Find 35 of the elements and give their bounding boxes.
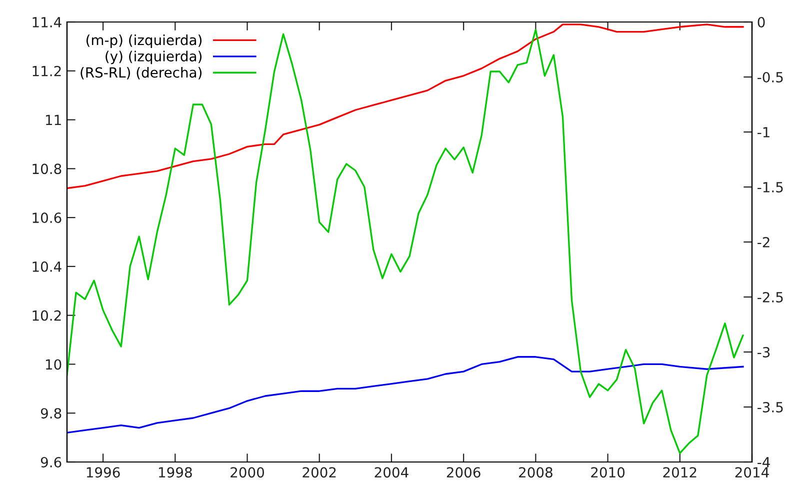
- x-tick-label: 2004: [374, 467, 408, 478]
- x-tick-label: 2014: [735, 467, 769, 478]
- x-tick-label: 2010: [591, 467, 625, 478]
- y2-tick-label: -1: [758, 127, 770, 138]
- y-tick-label: 9.6: [40, 456, 62, 468]
- x-tick-label: 2000: [230, 467, 264, 478]
- y2-tick-label: -0.5: [758, 72, 783, 82]
- y-tick-label: 11.4: [32, 17, 62, 28]
- legend-label: (RS-RL) (derecha): [80, 66, 202, 80]
- y-tick-label: 11.2: [32, 66, 61, 76]
- y-tick-label: 10: [46, 359, 62, 370]
- y2-tick-label: -1.5: [758, 182, 783, 192]
- legend-label: (y) (izquierda): [106, 50, 202, 64]
- y2-tick-label: -3.5: [758, 402, 783, 412]
- x-tick-label: 1998: [159, 467, 192, 478]
- x-tick-label: 1996: [86, 467, 120, 478]
- y2-tick-label: -4: [758, 457, 770, 468]
- line-series: [67, 24, 744, 190]
- x-tick-label: 2006: [446, 467, 480, 478]
- y2-tick-label: -2.5: [758, 292, 783, 302]
- y2-tick-label: 0: [758, 16, 765, 28]
- x-tick-label: 2012: [663, 467, 696, 478]
- y2-tick-label: -2: [758, 236, 770, 248]
- x-tick-label: 2002: [302, 467, 336, 478]
- line-series: [67, 356, 744, 434]
- y2-tick-label: -3: [758, 346, 770, 358]
- y-tick-label: 10.4: [32, 261, 62, 272]
- y-tick-label: 11: [46, 114, 61, 126]
- y-tick-label: 10.2: [32, 310, 61, 321]
- legend-label: (m-p) (izquierda): [86, 34, 202, 48]
- y-tick-label: 10.8: [32, 164, 62, 174]
- y-tick-label: 10.6: [32, 212, 62, 224]
- x-tick-label: 2008: [519, 467, 552, 478]
- line-series: [67, 28, 744, 454]
- y-tick-label: 9.8: [40, 408, 62, 419]
